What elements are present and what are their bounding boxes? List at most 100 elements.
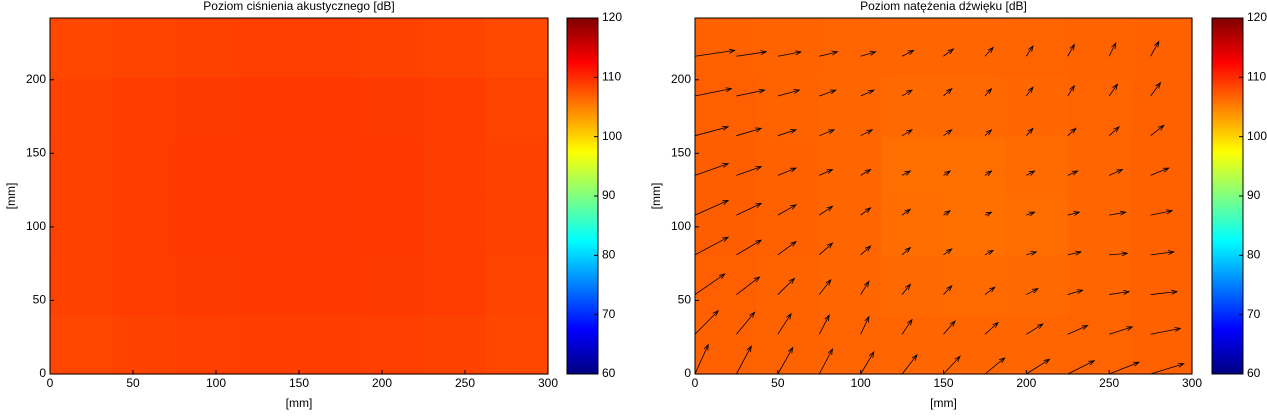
arrow <box>1109 290 1131 295</box>
arrow <box>943 170 952 177</box>
y-tick-label: 200 <box>26 72 46 86</box>
arrow <box>901 129 914 137</box>
arrow <box>1067 43 1075 57</box>
colorbar-tick-label: 70 <box>1247 307 1261 321</box>
heat-cell <box>112 255 176 316</box>
arrow <box>984 170 993 177</box>
arrow <box>1067 360 1096 375</box>
arrow <box>819 169 834 176</box>
arrow <box>984 357 1006 375</box>
heat-cell <box>1129 77 1193 138</box>
heat-cell <box>485 136 549 197</box>
arrow <box>736 345 752 375</box>
arrow <box>943 48 955 57</box>
x-tick-label: 150 <box>289 376 309 390</box>
colorbar-tick-label: 90 <box>1247 188 1261 202</box>
heat-cell <box>236 255 300 316</box>
arrow <box>777 89 801 97</box>
heat-cell <box>943 196 1007 256</box>
x-tick-label: 0 <box>692 376 699 390</box>
arrow <box>1150 289 1179 295</box>
heat-cell <box>881 18 945 78</box>
x-tick-label: 50 <box>771 376 785 390</box>
arrow <box>777 312 792 335</box>
heat-cell <box>881 196 945 256</box>
arrow <box>860 51 877 57</box>
panel: 0 50 100 150 200 250 300 0 50 100 150 200 Poziom ciś… <box>4 0 622 410</box>
arrow <box>860 350 875 375</box>
heat-cell <box>1067 136 1131 197</box>
arrow <box>1150 363 1185 375</box>
arrow <box>901 49 915 57</box>
heat-cell <box>361 18 425 78</box>
heat-cell <box>423 196 487 256</box>
arrow <box>1109 169 1124 176</box>
heat-cell <box>50 18 113 78</box>
panel: 0 50 100 150 200 250 300 0 50 100 150 200 Poziom nat… <box>649 0 1267 410</box>
arrow <box>1067 250 1083 256</box>
arrow <box>901 283 912 295</box>
heat-cell <box>299 18 362 78</box>
heat-cell <box>695 255 758 316</box>
heat-cell <box>1067 18 1131 78</box>
heat-cell <box>299 136 362 197</box>
arrow <box>984 46 994 57</box>
arrow <box>736 166 763 176</box>
arrow <box>1067 289 1084 295</box>
heat-cell <box>695 18 758 78</box>
heat-cell <box>485 77 549 138</box>
heat-cell <box>1067 196 1131 256</box>
arrow <box>860 315 870 335</box>
heat-cell <box>1005 77 1069 138</box>
heat-cell <box>881 136 945 197</box>
heat-cell <box>174 196 238 256</box>
arrow <box>818 314 830 335</box>
heat-cell <box>757 136 820 197</box>
arrow <box>1026 323 1044 335</box>
arrow <box>984 129 993 136</box>
arrow <box>943 210 952 216</box>
heat-cell <box>50 77 113 138</box>
arrow <box>777 129 798 137</box>
heat-cell <box>299 314 362 375</box>
arrow <box>860 280 870 295</box>
colorbar <box>1211 17 1244 375</box>
heat-cell <box>943 136 1007 197</box>
y-tick-label: 0 <box>684 366 691 380</box>
arrow <box>901 208 912 216</box>
heat-cell <box>112 18 176 78</box>
colorbar-tick-label: 120 <box>602 10 622 24</box>
x-axis-label: [mm] <box>286 396 313 410</box>
heat-cell <box>695 314 758 375</box>
heat-cell <box>485 255 549 316</box>
arrow <box>1067 84 1076 97</box>
arrow <box>901 170 912 176</box>
arrow <box>818 242 834 256</box>
arrow <box>736 202 763 216</box>
arrow <box>984 211 993 217</box>
arrow <box>860 207 872 216</box>
colorbar <box>566 17 599 375</box>
arrow <box>1150 250 1175 256</box>
heat-cell <box>299 255 362 316</box>
arrow <box>1150 327 1182 335</box>
arrow <box>984 321 1000 335</box>
y-axis-label: [mm] <box>4 183 18 210</box>
heat-cell <box>112 136 176 197</box>
y-tick-label: 50 <box>678 293 692 307</box>
x-tick-label: 250 <box>455 376 475 390</box>
colorbar-tick-label: 110 <box>1247 70 1266 84</box>
arrow <box>777 167 798 176</box>
heat-cell <box>236 18 300 78</box>
heat-cell <box>757 255 820 316</box>
heat-cell <box>1067 77 1131 138</box>
heat-cell <box>50 196 113 256</box>
colorbar-tick-label: 70 <box>602 307 616 321</box>
arrow <box>736 311 756 335</box>
arrow <box>694 199 730 216</box>
arrow <box>1026 127 1034 136</box>
x-tick-label: 0 <box>47 376 54 390</box>
y-tick-label: 100 <box>26 219 46 233</box>
arrow <box>819 50 839 57</box>
heat-cell <box>361 77 425 138</box>
